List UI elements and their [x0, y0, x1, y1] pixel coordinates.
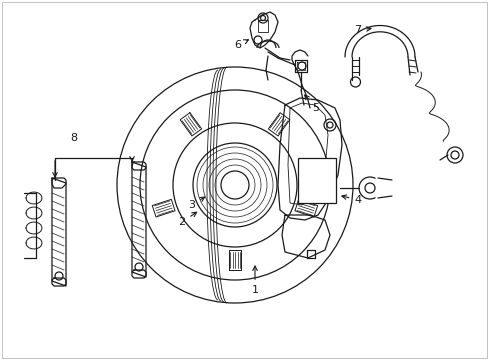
Bar — [297, 158, 335, 203]
Text: 5: 5 — [304, 95, 319, 113]
Text: 1: 1 — [251, 266, 258, 295]
Text: 4: 4 — [341, 195, 361, 205]
Text: 6: 6 — [234, 40, 248, 50]
Text: 7: 7 — [354, 25, 370, 35]
Text: 2: 2 — [178, 212, 196, 227]
Text: 8: 8 — [70, 133, 77, 143]
Text: 3: 3 — [188, 197, 204, 210]
